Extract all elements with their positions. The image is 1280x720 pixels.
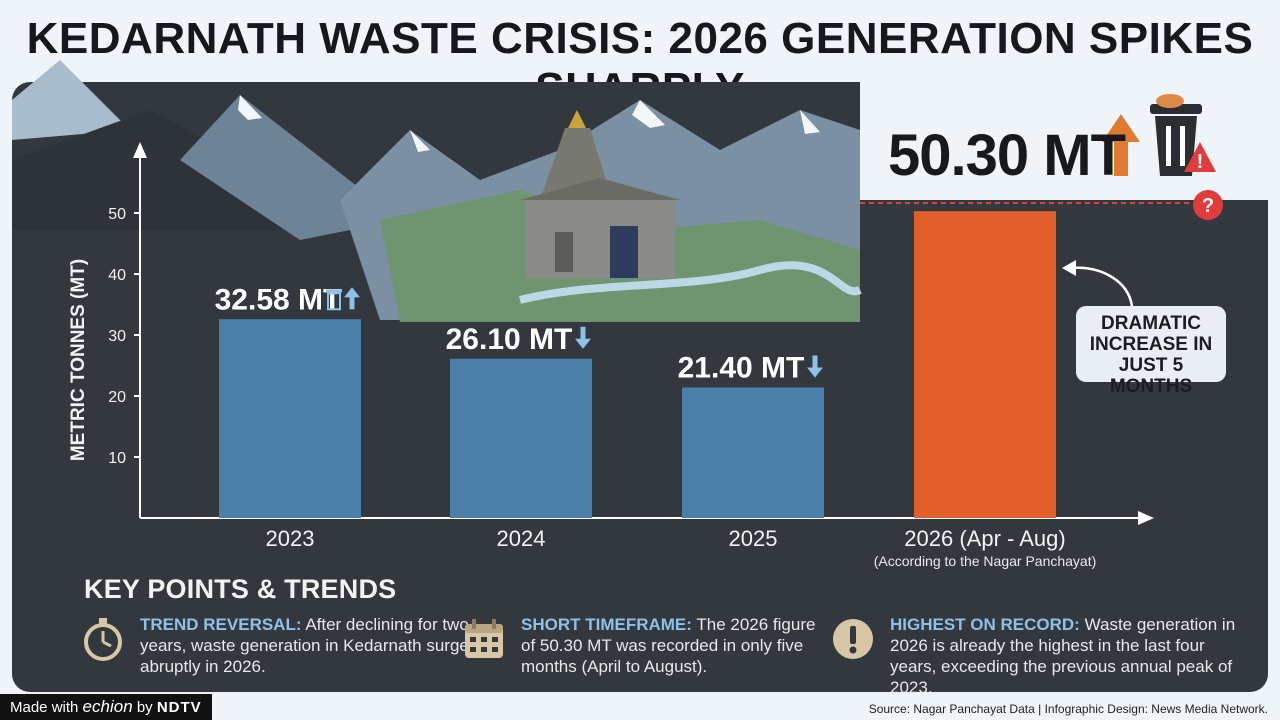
bar-2024 bbox=[450, 358, 592, 518]
key-point-text: After declining for two years, waste gen… bbox=[140, 615, 479, 676]
x-tick-labels: 2023 2024 2025 2026 (Apr - Aug) bbox=[266, 526, 1066, 551]
key-point-highest-on-record: HIGHEST ON RECORD: Waste generation in 2… bbox=[833, 614, 1250, 698]
key-point-heading: TREND REVERSAL: bbox=[140, 615, 302, 634]
exclamation-icon bbox=[833, 619, 873, 659]
svg-text:!: ! bbox=[1197, 151, 1204, 173]
highlight-value: 50.30 MT bbox=[888, 123, 1126, 188]
x-tick-label: 2025 bbox=[729, 526, 778, 551]
callout-arrow bbox=[1062, 260, 1134, 307]
y-axis-label: METRIC TONNES (MT) bbox=[68, 259, 89, 461]
made-with-label: Made with bbox=[10, 699, 79, 716]
key-point-text: Waste generation in 2026 is already the … bbox=[890, 615, 1236, 697]
x-tick-label: 2024 bbox=[497, 526, 546, 551]
y-tick-label: 20 bbox=[108, 389, 126, 406]
x-tick-label: 2023 bbox=[266, 526, 315, 551]
y-tick-label: 10 bbox=[108, 450, 126, 467]
bar-2025 bbox=[682, 387, 824, 518]
callout-box: DRAMATIC INCREASE IN JUST 5 MONTHS bbox=[1076, 306, 1226, 397]
calendar-icon bbox=[465, 619, 503, 658]
x-tick-label: 2026 (Apr - Aug) bbox=[904, 526, 1065, 551]
value-labels: 32.58 MT 26.10 MT 21.40 MT bbox=[215, 283, 823, 384]
trend-down-arrow-icon bbox=[575, 326, 591, 349]
y-tick-label: 30 bbox=[108, 328, 126, 345]
value-label: 21.40 MT bbox=[678, 351, 805, 384]
callout-line-1: DRAMATIC bbox=[1101, 313, 1201, 334]
value-label: 26.10 MT bbox=[446, 323, 573, 356]
ndtv-logo: NDTV bbox=[156, 699, 202, 716]
y-axis-arrow bbox=[133, 142, 147, 158]
made-with-badge: Made with echion by NDTV bbox=[0, 694, 212, 720]
y-tick-label: 50 bbox=[108, 206, 126, 223]
key-point-text: The 2026 figure of 50.30 MT was recorded… bbox=[521, 615, 816, 676]
key-point-heading: HIGHEST ON RECORD: bbox=[890, 615, 1080, 634]
highlight-banner bbox=[860, 82, 1268, 200]
bar-2026 bbox=[914, 211, 1056, 519]
x-axis-arrow bbox=[1138, 511, 1154, 525]
y-tick-label: 40 bbox=[108, 267, 126, 284]
source-credit: Source: Nagar Panchayat Data | Infograph… bbox=[868, 702, 1268, 716]
value-label: 32.58 MT bbox=[215, 283, 342, 316]
key-points-title: KEY POINTS & TRENDS bbox=[84, 574, 397, 604]
bar-2023 bbox=[219, 319, 361, 518]
callout-line-2: INCREASE IN bbox=[1089, 334, 1213, 355]
trash-icon bbox=[326, 289, 342, 311]
trend-up-arrow-icon bbox=[344, 287, 360, 310]
stopwatch-icon bbox=[84, 618, 122, 661]
echion-logo: echion bbox=[82, 697, 133, 716]
trend-down-arrow-icon bbox=[807, 355, 823, 378]
trash-warning-icon: ! ? bbox=[1150, 94, 1223, 220]
bars bbox=[219, 211, 1056, 519]
callout-line-3: JUST 5 MONTHS bbox=[1109, 355, 1193, 397]
key-point-heading: SHORT TIMEFRAME: bbox=[521, 615, 692, 634]
key-point-trend-reversal: TREND REVERSAL: After declining for two … bbox=[84, 614, 480, 677]
key-point-short-timeframe: SHORT TIMEFRAME: The 2026 figure of 50.3… bbox=[465, 614, 821, 677]
by-label: by bbox=[136, 699, 153, 716]
x-tick-sublabel: (According to the Nagar Panchayat) bbox=[873, 553, 1097, 569]
mountain-illustration bbox=[12, 60, 862, 322]
up-arrow-icon bbox=[1102, 114, 1140, 176]
y-ticks: 10 20 30 40 50 bbox=[108, 206, 140, 467]
svg-text:?: ? bbox=[1202, 195, 1214, 217]
